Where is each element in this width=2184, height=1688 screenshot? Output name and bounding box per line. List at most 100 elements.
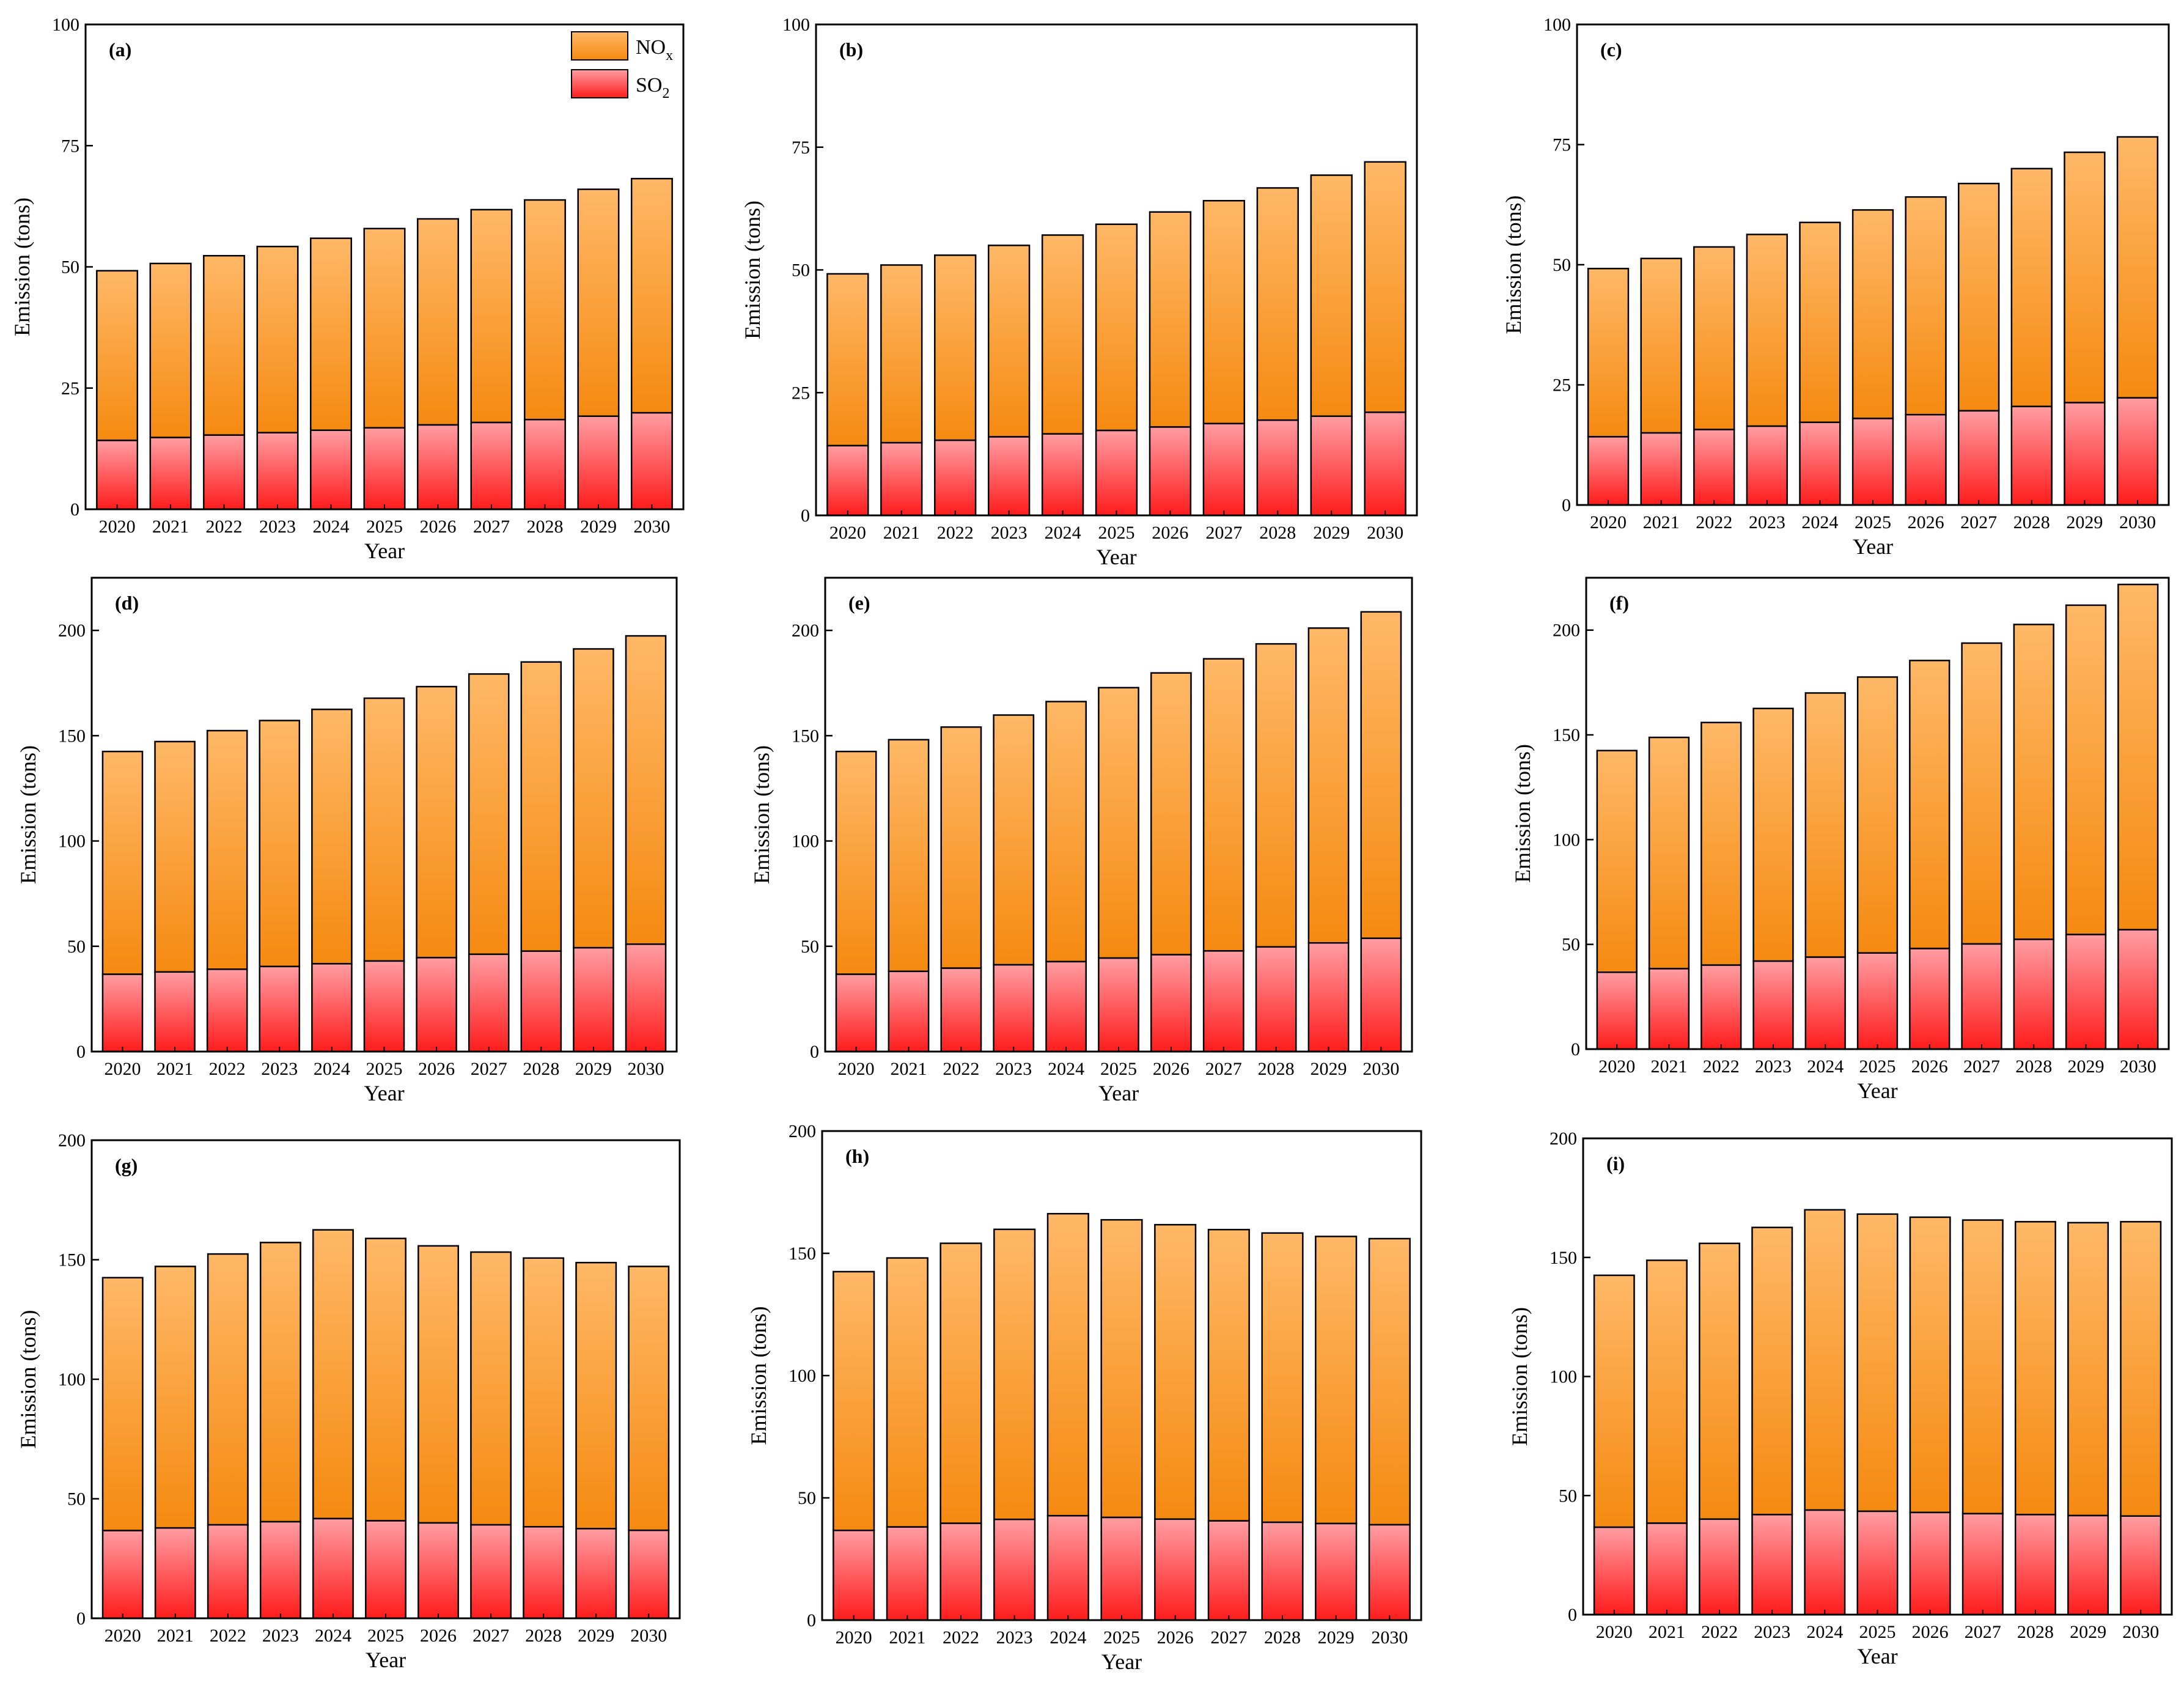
x-tick-label: 2027 bbox=[473, 517, 510, 537]
x-tick-label: 2026 bbox=[418, 1059, 455, 1079]
bar-so2-2029 bbox=[1315, 1522, 1358, 1621]
y-axis-title: Emission (tons) bbox=[16, 745, 40, 884]
bar-so2-2024 bbox=[1045, 960, 1087, 1053]
bar-so2-2027 bbox=[1207, 1520, 1250, 1621]
bar-nox-2020 bbox=[835, 750, 877, 975]
x-tick-label: 2028 bbox=[523, 1059, 559, 1079]
bar-nox-2030 bbox=[625, 635, 667, 945]
x-tick-label: 2022 bbox=[206, 517, 243, 537]
y-tick-label: 0 bbox=[1568, 1605, 1577, 1625]
y-tick-label: 100 bbox=[789, 1366, 816, 1386]
bar-so2-2023 bbox=[993, 1518, 1036, 1621]
bar-so2-2021 bbox=[1648, 968, 1690, 1050]
bar-nox-2026 bbox=[1905, 196, 1947, 416]
x-tick-label: 2025 bbox=[366, 1059, 403, 1079]
bar-nox-2024 bbox=[1041, 234, 1084, 435]
bar-so2-2028 bbox=[520, 950, 562, 1053]
bar-nox-2020 bbox=[826, 273, 869, 447]
y-axis-title: Emission (tons) bbox=[16, 1310, 40, 1448]
bar-nox-2022 bbox=[207, 1253, 249, 1526]
bar-nox-2021 bbox=[154, 740, 196, 973]
bar-so2-2029 bbox=[1307, 942, 1350, 1053]
bar-so2-2022 bbox=[203, 434, 246, 510]
bar-nox-2029 bbox=[577, 188, 620, 417]
bar-so2-2028 bbox=[1255, 946, 1297, 1053]
bar-nox-2027 bbox=[1962, 1219, 2004, 1515]
y-tick-label: 0 bbox=[70, 499, 79, 520]
y-axis-title: Emission (tons) bbox=[749, 745, 774, 884]
x-tick-label: 2029 bbox=[578, 1626, 614, 1646]
bar-so2-2020 bbox=[826, 444, 869, 517]
x-tick-label: 2024 bbox=[1048, 1059, 1084, 1079]
bar-so2-2028 bbox=[1261, 1521, 1304, 1621]
x-tick-label: 2021 bbox=[889, 1627, 925, 1648]
bar-nox-2025 bbox=[1095, 223, 1138, 432]
x-tick-label: 2021 bbox=[883, 523, 920, 543]
panel-label: (a) bbox=[109, 39, 131, 61]
x-tick-label: 2022 bbox=[943, 1627, 979, 1648]
bar-so2-2030 bbox=[625, 943, 667, 1053]
bar-nox-2022 bbox=[1701, 721, 1742, 966]
bar-so2-2020 bbox=[96, 440, 139, 510]
bar-so2-2029 bbox=[2064, 402, 2106, 506]
x-tick-label: 2030 bbox=[630, 1626, 667, 1646]
x-tick-label: 2020 bbox=[104, 1059, 141, 1079]
bar-so2-2028 bbox=[2013, 938, 2054, 1050]
x-tick-label: 2025 bbox=[1859, 1056, 1896, 1077]
x-tick-label: 2023 bbox=[1749, 512, 1785, 533]
x-tick-label: 2024 bbox=[1806, 1622, 1843, 1642]
bar-so2-2024 bbox=[1804, 1509, 1846, 1616]
bar-nox-2029 bbox=[2064, 151, 2106, 404]
x-tick-label: 2020 bbox=[838, 1059, 875, 1079]
x-tick-label: 2026 bbox=[1911, 1056, 1948, 1077]
bar-nox-2027 bbox=[1958, 182, 2000, 412]
bar-so2-2023 bbox=[1752, 960, 1794, 1050]
x-tick-label: 2022 bbox=[1701, 1622, 1738, 1642]
y-tick-label: 150 bbox=[1550, 1248, 1577, 1268]
y-axis-title: Emission (tons) bbox=[1510, 744, 1535, 883]
bar-nox-2030 bbox=[1360, 611, 1402, 939]
bar-nox-2030 bbox=[630, 177, 673, 414]
bar-nox-2029 bbox=[2067, 1222, 2109, 1517]
bar-so2-2026 bbox=[416, 424, 459, 510]
x-tick-label: 2029 bbox=[575, 1059, 612, 1079]
x-tick-label: 2028 bbox=[1259, 523, 1296, 543]
x-tick-label: 2029 bbox=[580, 517, 617, 537]
bar-so2-2022 bbox=[1701, 964, 1742, 1050]
x-tick-label: 2027 bbox=[1965, 1622, 2001, 1642]
x-tick-label: 2023 bbox=[996, 1627, 1033, 1648]
panel-label: (i) bbox=[1606, 1152, 1625, 1174]
x-tick-label: 2022 bbox=[937, 523, 974, 543]
bar-so2-2030 bbox=[630, 411, 673, 510]
y-tick-label: 200 bbox=[1553, 621, 1580, 641]
chart-panel-d: 2020 2021 2022 2023 2024 2025 2026 2027 2028 2029… bbox=[16, 577, 678, 1105]
chart-panel-h: 2020 2021 2022 2023 2024 2025 2026 2027 2028 2029… bbox=[746, 1121, 1422, 1674]
y-tick-label: 0 bbox=[807, 1610, 816, 1631]
panel-label: (g) bbox=[115, 1154, 138, 1176]
x-tick-label: 2021 bbox=[890, 1059, 927, 1079]
bar-so2-2021 bbox=[154, 1527, 196, 1620]
bar-nox-2025 bbox=[1856, 676, 1899, 954]
x-tick-label: 2020 bbox=[836, 1627, 872, 1648]
bar-so2-2024 bbox=[312, 1517, 354, 1620]
x-tick-label: 2028 bbox=[2013, 512, 2050, 533]
bar-so2-2027 bbox=[1958, 410, 2000, 506]
bar-so2-2027 bbox=[1202, 950, 1245, 1053]
bar-nox-2021 bbox=[154, 1266, 196, 1529]
bar-so2-2021 bbox=[888, 970, 930, 1053]
y-tick-label: 100 bbox=[58, 831, 86, 852]
y-tick-label: 100 bbox=[792, 831, 819, 852]
x-tick-label: 2022 bbox=[1703, 1056, 1740, 1077]
bar-nox-2022 bbox=[939, 1242, 982, 1524]
x-tick-label: 2029 bbox=[1311, 1059, 1347, 1079]
y-tick-label: 75 bbox=[792, 138, 810, 158]
bar-so2-2024 bbox=[311, 963, 353, 1053]
bar-so2-2027 bbox=[468, 953, 510, 1053]
bar-so2-2025 bbox=[365, 1520, 406, 1620]
bar-nox-2020 bbox=[101, 750, 144, 975]
bar-nox-2029 bbox=[2065, 604, 2107, 935]
bar-so2-2030 bbox=[1360, 937, 1402, 1053]
y-tick-label: 100 bbox=[1550, 1367, 1577, 1387]
bar-so2-2028 bbox=[523, 1525, 565, 1620]
